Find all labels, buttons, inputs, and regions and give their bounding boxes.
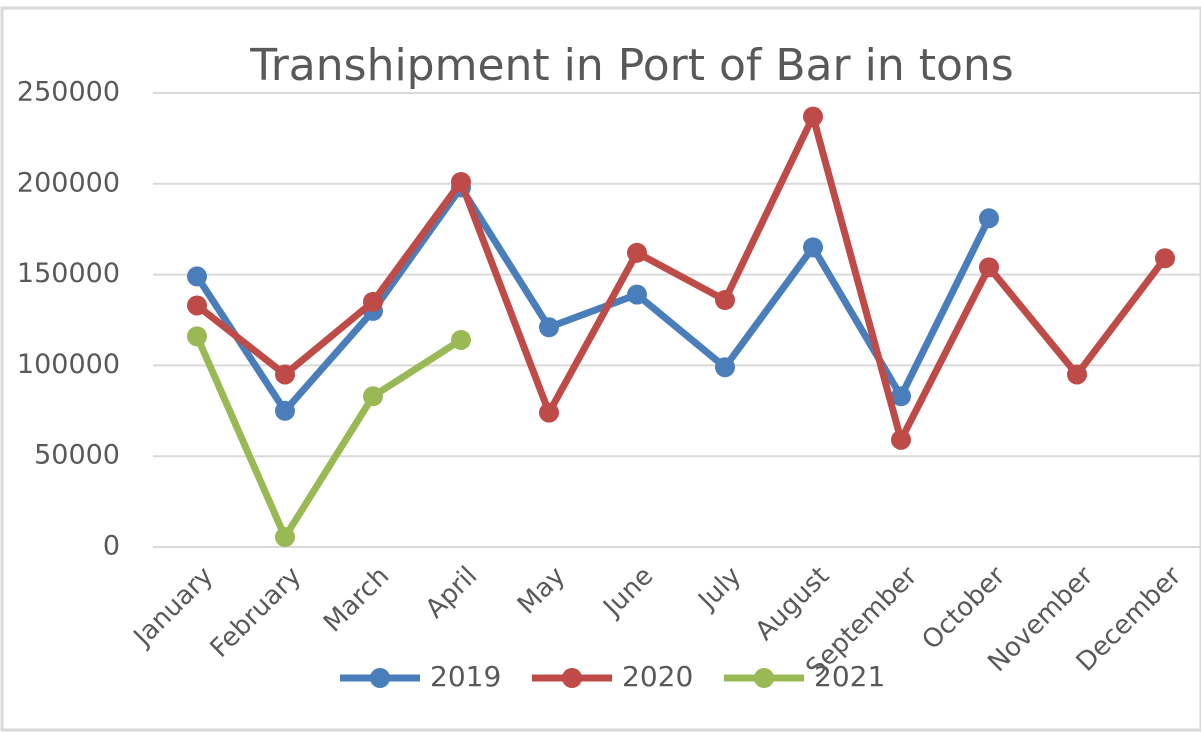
- x-tick-label: August: [750, 561, 836, 647]
- point: [979, 208, 999, 229]
- chart-title: Transhipment in Port of Bar in tons: [249, 40, 1013, 91]
- point: [187, 295, 207, 316]
- x-tick-label: February: [205, 561, 308, 664]
- y-tick-label: 0: [103, 531, 120, 562]
- x-tick-label: March: [318, 561, 395, 638]
- legend-label: 2020: [622, 660, 693, 693]
- point: [803, 237, 823, 258]
- point: [539, 317, 559, 338]
- series-line: [194, 183, 993, 415]
- point: [451, 171, 471, 192]
- x-tick-label: June: [597, 561, 660, 624]
- legend-label: 2019: [430, 660, 501, 693]
- point: [715, 357, 735, 378]
- x-tick-label: January: [127, 561, 219, 653]
- x-tick-label: May: [512, 561, 571, 620]
- legend-label: 2021: [814, 660, 885, 693]
- chart-frame: [0, 6, 1201, 732]
- point: [539, 402, 559, 423]
- point: [275, 400, 295, 421]
- point: [275, 364, 295, 385]
- legend-marker: [754, 668, 774, 688]
- x-tick-label: July: [692, 561, 748, 617]
- y-tick-label: 250000: [17, 77, 120, 108]
- point: [715, 290, 735, 311]
- point: [1067, 364, 1087, 385]
- point: [363, 291, 383, 312]
- y-tick-label: 50000: [34, 440, 120, 471]
- series-line: [193, 334, 463, 541]
- series-line: [194, 113, 1168, 444]
- point: [1155, 248, 1175, 269]
- x-tick-label: April: [420, 561, 483, 624]
- point: [363, 386, 383, 407]
- y-tick-label: 150000: [17, 258, 120, 289]
- point: [627, 242, 647, 263]
- point: [891, 429, 911, 450]
- point: [451, 329, 471, 350]
- point: [187, 266, 207, 287]
- y-tick-label: 100000: [17, 349, 120, 380]
- point: [627, 284, 647, 305]
- point: [187, 326, 207, 347]
- point: [979, 257, 999, 278]
- point: [803, 106, 823, 127]
- point: [891, 386, 911, 407]
- y-tick-label: 200000: [17, 167, 120, 198]
- legend-marker: [370, 668, 390, 688]
- legend-marker: [562, 668, 582, 688]
- point: [275, 527, 295, 548]
